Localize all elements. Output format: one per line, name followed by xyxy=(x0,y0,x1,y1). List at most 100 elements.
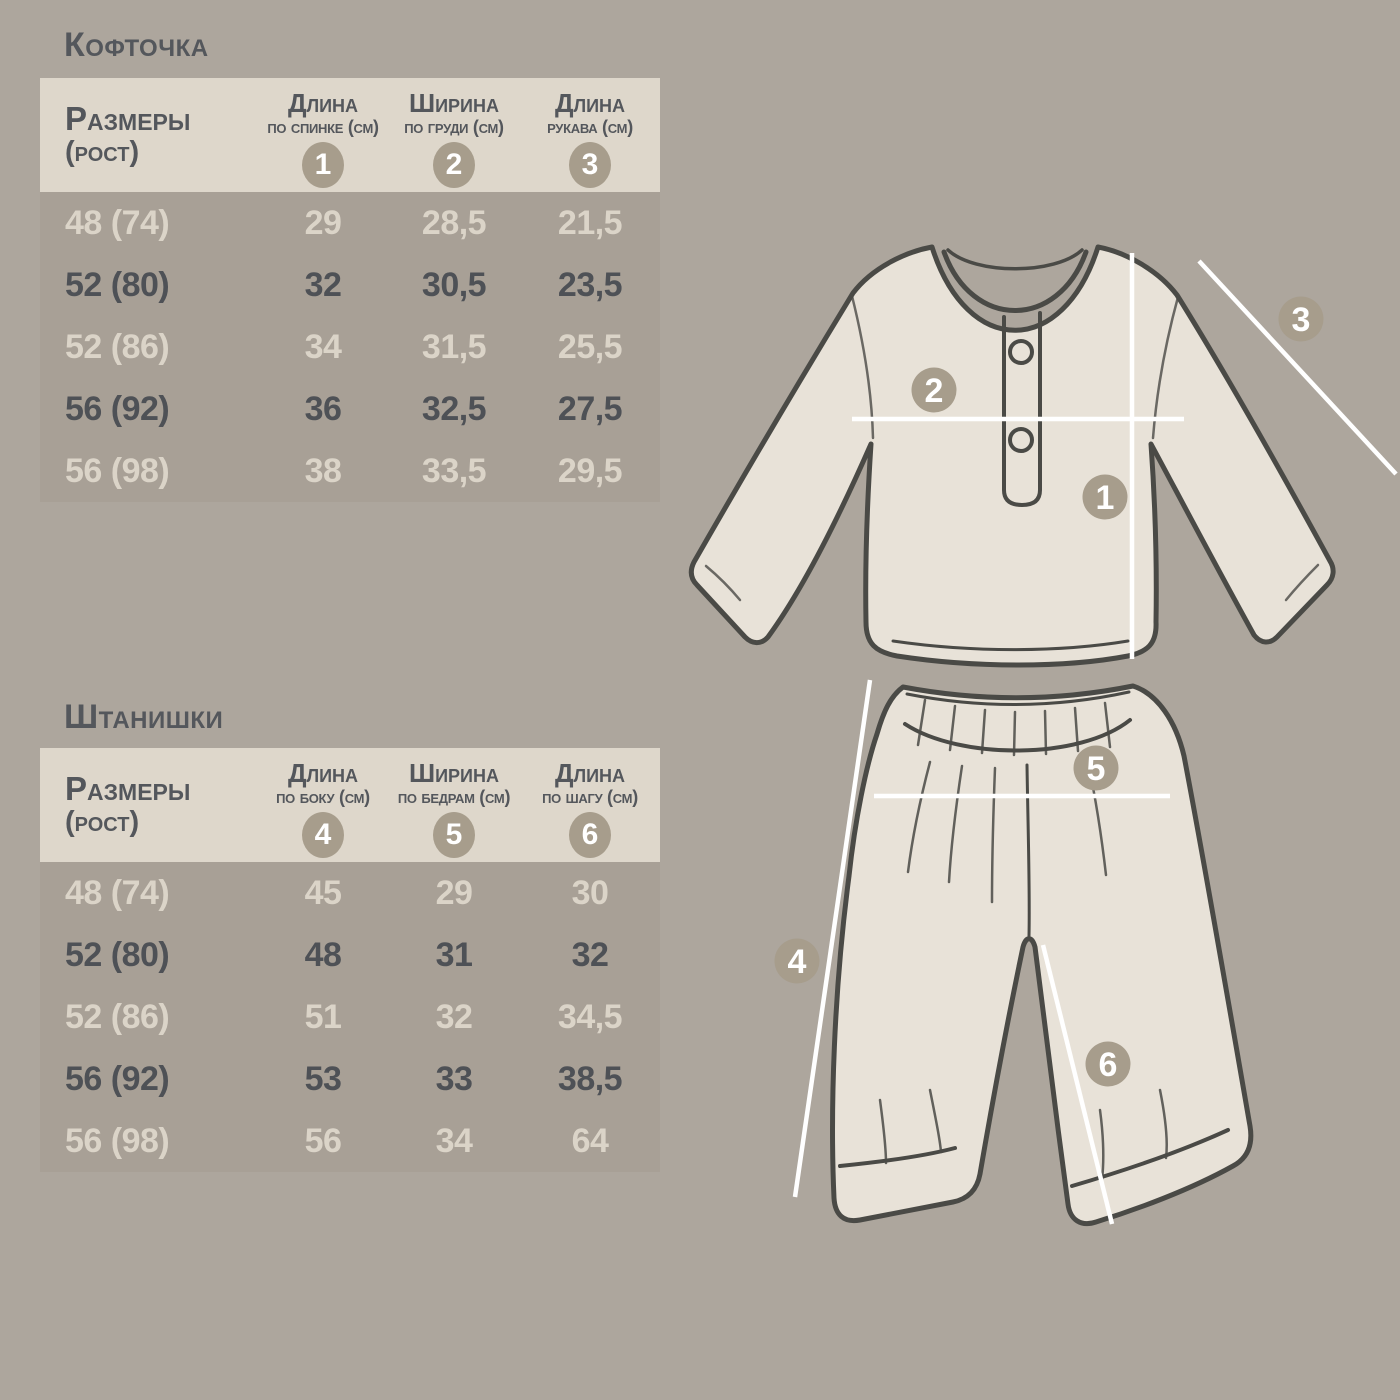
col-label: Длина xyxy=(287,88,359,118)
table-row: 48 (74) 29 28,5 21,5 xyxy=(40,192,660,254)
col-sublabel: по шагу (см) xyxy=(542,786,638,807)
value-cell: 30,5 xyxy=(421,265,487,304)
col-label: Ширина xyxy=(408,758,499,788)
value-cell: 31,5 xyxy=(421,327,487,366)
col-sublabel: по спинке (см) xyxy=(267,116,379,137)
value-cell: 33 xyxy=(435,1059,473,1098)
svg-text:5: 5 xyxy=(1087,750,1106,788)
header-sizes: Размеры (рост) xyxy=(40,748,258,862)
table-row: 56 (98) 38 33,5 29,5 xyxy=(40,440,660,502)
marker-6-badge: 6 xyxy=(1085,1041,1131,1087)
value-cell: 34 xyxy=(435,1121,473,1160)
table-pants-body: 48 (74) 45 29 30 52 (80) 48 31 32 52 (86… xyxy=(40,862,660,1172)
header-sizes-line2: (рост) xyxy=(65,806,140,839)
value-cell: 28,5 xyxy=(421,203,487,242)
svg-text:1: 1 xyxy=(1096,479,1115,517)
value-cell: 29 xyxy=(435,873,473,912)
col-label: Длина xyxy=(287,758,359,788)
size-cell: 52 (86) xyxy=(65,997,170,1036)
table-row: 56 (92) 53 33 38,5 xyxy=(40,1048,660,1110)
value-cell: 36 xyxy=(304,389,342,428)
table-row: 56 (98) 56 34 64 xyxy=(40,1110,660,1172)
header-col-back-length: Длина по спинке (см) 1 xyxy=(258,78,388,192)
marker-badge-5: 5 xyxy=(433,812,475,859)
col-label: Ширина xyxy=(408,88,499,118)
svg-text:2: 2 xyxy=(925,372,944,410)
table-row: 52 (80) 32 30,5 23,5 xyxy=(40,254,660,316)
marker-badge-6: 6 xyxy=(569,812,611,859)
value-cell: 25,5 xyxy=(557,327,623,366)
svg-text:4: 4 xyxy=(788,943,807,981)
shirt-illustration xyxy=(688,244,1336,668)
measure-line-inseam xyxy=(1040,944,1115,1225)
svg-text:6: 6 xyxy=(1099,1046,1118,1084)
table-top-body: 48 (74) 29 28,5 21,5 52 (80) 32 30,5 23,… xyxy=(40,192,660,502)
measure-line-side-length xyxy=(792,679,873,1198)
table-row: 56 (92) 36 32,5 27,5 xyxy=(40,378,660,440)
size-cell: 56 (98) xyxy=(65,1121,170,1160)
col-sublabel: по боку (см) xyxy=(276,786,370,807)
size-cell: 52 (86) xyxy=(65,327,170,366)
value-cell: 30 xyxy=(571,873,609,912)
value-cell: 32 xyxy=(435,997,473,1036)
col-sublabel: по бедрам (см) xyxy=(397,786,511,807)
header-col-hip-width: Ширина по бедрам (см) 5 xyxy=(388,748,520,862)
header-col-chest-width: Ширина по груди (см) 2 xyxy=(388,78,520,192)
measure-line-sleeve-length xyxy=(1197,259,1398,476)
marker-badge-4: 4 xyxy=(302,812,344,859)
value-cell: 32 xyxy=(304,265,342,304)
measurement-lines xyxy=(792,253,1398,1225)
button-icon xyxy=(1008,427,1034,453)
value-cell: 53 xyxy=(304,1059,342,1098)
value-cell: 32 xyxy=(571,935,609,974)
value-cell: 45 xyxy=(304,873,342,912)
measure-marker-badges: 1 2 3 4 5 6 xyxy=(774,296,1324,1087)
size-cell: 56 (92) xyxy=(65,389,170,428)
header-col-inseam-length: Длина по шагу (см) 6 xyxy=(520,748,660,862)
col-sublabel: рукава (см) xyxy=(547,116,633,137)
marker-4-badge: 4 xyxy=(774,938,820,984)
table-row: 48 (74) 45 29 30 xyxy=(40,862,660,924)
col-sublabel: по груди (см) xyxy=(404,116,504,137)
size-cell: 56 (92) xyxy=(65,1059,170,1098)
header-col-side-length: Длина по боку (см) 4 xyxy=(258,748,388,862)
value-cell: 32,5 xyxy=(421,389,487,428)
value-cell: 64 xyxy=(571,1121,609,1160)
marker-badge-2: 2 xyxy=(433,142,475,189)
header-sizes-line1: Размеры xyxy=(65,770,191,808)
table-pants-header: Размеры (рост) Длина по боку (см) 4 Шири… xyxy=(40,748,660,862)
value-cell: 31 xyxy=(435,935,473,974)
value-cell: 21,5 xyxy=(557,203,623,242)
value-cell: 34 xyxy=(304,327,342,366)
size-cell: 56 (98) xyxy=(65,451,170,490)
marker-badge-3: 3 xyxy=(569,142,611,189)
table-row: 52 (80) 48 31 32 xyxy=(40,924,660,986)
value-cell: 29,5 xyxy=(557,451,623,490)
col-label: Длина xyxy=(554,88,626,118)
svg-text:3: 3 xyxy=(1292,301,1311,339)
size-cell: 48 (74) xyxy=(65,203,170,242)
size-cell: 52 (80) xyxy=(65,935,170,974)
marker-1-badge: 1 xyxy=(1082,474,1128,520)
value-cell: 56 xyxy=(304,1121,342,1160)
button-icon xyxy=(1008,339,1034,365)
header-col-sleeve-length: Длина рукава (см) 3 xyxy=(520,78,660,192)
section-title-top: Кофточка xyxy=(64,26,209,64)
pajama-set-illustration: 1 2 3 4 5 6 xyxy=(688,244,1398,1227)
size-table-top: Размеры (рост) Длина по спинке (см) 1 Ши… xyxy=(40,78,660,502)
size-table-pants: Размеры (рост) Длина по боку (см) 4 Шири… xyxy=(40,748,660,1172)
value-cell: 29 xyxy=(304,203,342,242)
section-title-pants: Штанишки xyxy=(64,698,224,736)
table-row: 52 (86) 34 31,5 25,5 xyxy=(40,316,660,378)
marker-2-badge: 2 xyxy=(911,367,957,413)
table-top-header: Размеры (рост) Длина по спинке (см) 1 Ши… xyxy=(40,78,660,192)
value-cell: 23,5 xyxy=(557,265,623,304)
marker-3-badge: 3 xyxy=(1278,296,1324,342)
header-sizes-line2: (рост) xyxy=(65,136,140,169)
marker-badge-1: 1 xyxy=(302,142,344,189)
value-cell: 38,5 xyxy=(557,1059,623,1098)
value-cell: 51 xyxy=(304,997,342,1036)
value-cell: 48 xyxy=(304,935,342,974)
size-cell: 48 (74) xyxy=(65,873,170,912)
